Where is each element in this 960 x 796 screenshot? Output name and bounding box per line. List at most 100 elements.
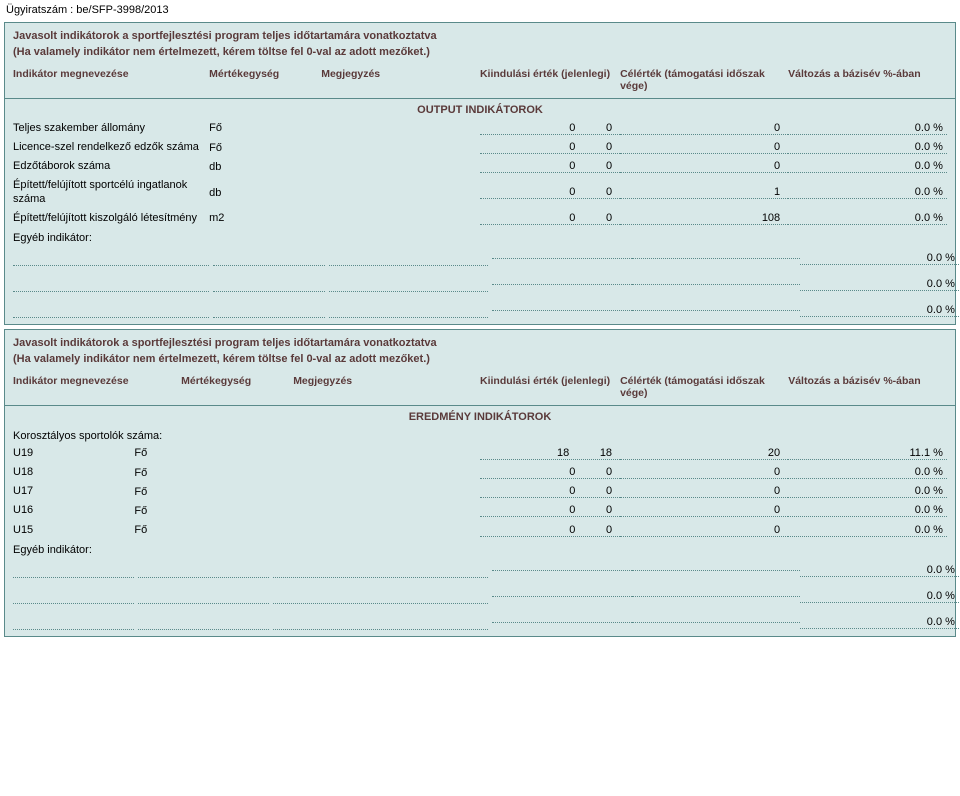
row-final[interactable]: 0 <box>620 160 788 173</box>
table-row: Épített/felújított sportcélú ingatlanok … <box>5 176 955 208</box>
blank-change: 0.0 % <box>800 590 959 603</box>
hdr2-unit: Mértékegység <box>181 375 293 399</box>
blank-row: 0.0 % <box>5 246 955 272</box>
blank-note[interactable] <box>273 564 488 578</box>
row-unit: Fő <box>134 524 265 536</box>
blank-change: 0.0 % <box>800 304 959 317</box>
row-change: 0.0 % <box>788 212 947 225</box>
blank-row: 0.0 % <box>5 558 955 584</box>
row-final[interactable]: 1 <box>620 186 788 199</box>
table-row: Edzőtáborok számadb0 000.0 % <box>5 157 955 176</box>
row-start[interactable]: 0 0 <box>480 504 620 517</box>
row-change: 11.1 % <box>788 447 947 460</box>
blank-unit[interactable] <box>213 304 325 318</box>
row-final[interactable]: 0 <box>620 524 788 537</box>
row-name: Épített/felújított sportcélú ingatlanok … <box>13 179 209 205</box>
row-change: 0.0 % <box>788 160 947 173</box>
hdr2-start: Kiindulási érték (jelenlegi) <box>480 375 620 399</box>
blank-unit[interactable] <box>138 616 269 630</box>
row-name: Edzőtáborok száma <box>13 160 209 173</box>
row-change: 0.0 % <box>788 122 947 135</box>
blank-start[interactable] <box>492 570 632 571</box>
row-start[interactable]: 0 0 <box>480 466 620 479</box>
row-unit: Fő <box>134 467 265 479</box>
row-start[interactable]: 0 0 <box>480 524 620 537</box>
section2-headers: Indikátor megnevezése Mértékegység Megje… <box>5 371 955 406</box>
row-start[interactable]: 0 0 <box>480 485 620 498</box>
blank-name[interactable] <box>13 278 209 292</box>
row-final[interactable]: 0 <box>620 485 788 498</box>
hdr2-target: Célérték (támogatási időszak vége) <box>620 375 788 399</box>
blank-note[interactable] <box>273 590 488 604</box>
row-change: 0.0 % <box>788 524 947 537</box>
blank-start[interactable] <box>492 310 632 311</box>
blank-change: 0.0 % <box>800 252 959 265</box>
row-final[interactable]: 0 <box>620 141 788 154</box>
blank-unit[interactable] <box>213 278 325 292</box>
row-unit: m2 <box>209 212 321 224</box>
age-group-label: Korosztályos sportolók száma: <box>5 426 955 444</box>
blank-row: 0.0 % <box>5 610 955 636</box>
row-start[interactable]: 0 0 <box>480 122 620 135</box>
row-change: 0.0 % <box>788 466 947 479</box>
row-change: 0.0 % <box>788 485 947 498</box>
row-change: 0.0 % <box>788 186 947 199</box>
row-change: 0.0 % <box>788 141 947 154</box>
blank-target[interactable] <box>632 310 800 311</box>
blank-note[interactable] <box>329 278 488 292</box>
blank-name[interactable] <box>13 590 134 604</box>
section1-other-label: Egyéb indikátor: <box>5 228 955 246</box>
blank-start[interactable] <box>492 284 632 285</box>
row-start[interactable]: 0 0 <box>480 186 620 199</box>
table-row: Licence-szel rendelkező edzők számaFő0 0… <box>5 138 955 157</box>
table-row: Épített/felújított kiszolgáló létesítmén… <box>5 209 955 228</box>
blank-unit[interactable] <box>138 590 269 604</box>
blank-target[interactable] <box>632 284 800 285</box>
row-final[interactable]: 0 <box>620 122 788 135</box>
row-unit: Fő <box>209 122 321 134</box>
blank-name[interactable] <box>13 616 134 630</box>
row-unit: Fő <box>134 505 265 517</box>
row-start[interactable]: 0 0 <box>480 212 620 225</box>
blank-start[interactable] <box>492 622 632 623</box>
row-final[interactable]: 0 <box>620 466 788 479</box>
hdr-change: Változás a bázisév %-ában <box>788 68 947 92</box>
output-indicators-box: Javasolt indikátorok a sportfejlesztési … <box>4 22 956 325</box>
row-start[interactable]: 0 0 <box>480 141 620 154</box>
blank-name[interactable] <box>13 252 209 266</box>
blank-note[interactable] <box>273 616 488 630</box>
section1-subtitle: (Ha valamely indikátor nem értelmezett, … <box>5 46 955 64</box>
blank-name[interactable] <box>13 304 209 318</box>
table-row: U19Fő18 182011.1 % <box>5 444 955 463</box>
row-final[interactable]: 108 <box>620 212 788 225</box>
blank-note[interactable] <box>329 252 488 266</box>
row-name: U15 <box>13 524 134 537</box>
row-final[interactable]: 0 <box>620 504 788 517</box>
row-name: Épített/felújított kiszolgáló létesítmén… <box>13 212 209 225</box>
blank-unit[interactable] <box>138 564 269 578</box>
blank-name[interactable] <box>13 564 134 578</box>
document-id: Ügyiratszám : be/SFP-3998/2013 <box>0 0 960 20</box>
blank-target[interactable] <box>632 622 800 623</box>
table-row: U17Fő0 000.0 % <box>5 482 955 501</box>
blank-target[interactable] <box>632 258 800 259</box>
table-row: U15Fő 0 000.0 % <box>5 521 955 540</box>
row-name: U16 <box>13 504 134 517</box>
blank-change: 0.0 % <box>800 278 959 291</box>
blank-target[interactable] <box>632 596 800 597</box>
blank-unit[interactable] <box>213 252 325 266</box>
hdr2-change: Változás a bázisév %-ában <box>788 375 947 399</box>
row-name: Teljes szakember állomány <box>13 122 209 135</box>
output-heading: OUTPUT INDIKÁTOROK <box>5 99 955 119</box>
table-row: Teljes szakember állományFő 0 000.0 % <box>5 119 955 138</box>
row-final[interactable]: 20 <box>620 447 788 460</box>
row-start[interactable]: 0 0 <box>480 160 620 173</box>
row-start[interactable]: 18 18 <box>480 447 620 460</box>
blank-start[interactable] <box>492 258 632 259</box>
hdr2-note: Megjegyzés <box>293 375 480 399</box>
row-name: U19 <box>13 447 134 460</box>
row-change: 0.0 % <box>788 504 947 517</box>
blank-note[interactable] <box>329 304 488 318</box>
blank-start[interactable] <box>492 596 632 597</box>
blank-target[interactable] <box>632 570 800 571</box>
